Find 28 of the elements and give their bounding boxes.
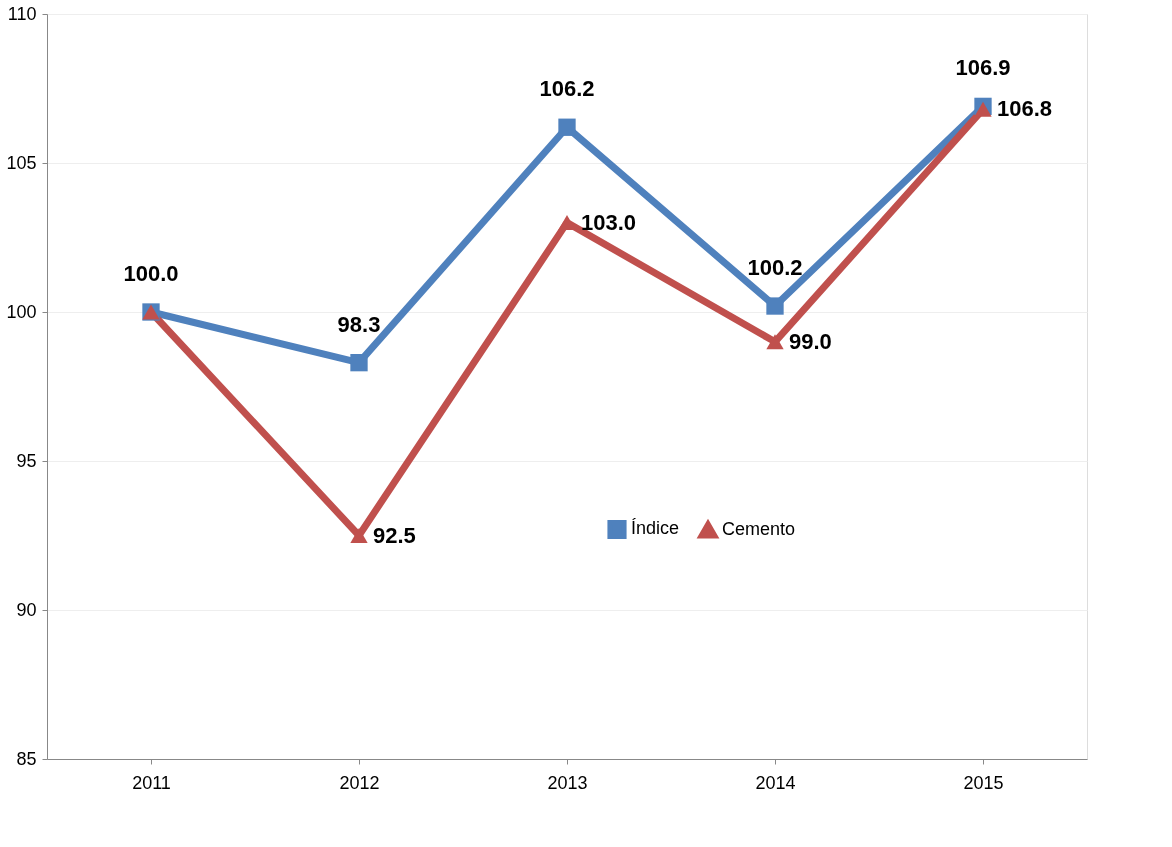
y-tick-label: 90 bbox=[16, 599, 37, 620]
data-label: 100.2 bbox=[747, 255, 803, 281]
data-label: 100.0 bbox=[123, 261, 179, 286]
y-tick-label: 95 bbox=[16, 450, 37, 471]
y-tick-label: 110 bbox=[7, 3, 37, 24]
x-tick-label: 2012 bbox=[339, 772, 380, 793]
point bbox=[766, 297, 784, 315]
data-label: 106.2 bbox=[539, 76, 595, 102]
x-tick-label: 2014 bbox=[755, 772, 796, 793]
y-tick-label: 105 bbox=[6, 152, 37, 173]
point bbox=[974, 101, 992, 117]
point bbox=[766, 334, 784, 350]
data-label: 106.9 bbox=[955, 55, 1011, 81]
y-tick-label: 85 bbox=[16, 748, 37, 769]
point bbox=[350, 528, 368, 543]
y-tick-label: 100 bbox=[6, 301, 37, 322]
x-tick-label: 2011 bbox=[132, 772, 171, 793]
data-label: 92.5 bbox=[373, 522, 416, 548]
legend-label: Cemento bbox=[722, 518, 796, 539]
x-tick-label: 2013 bbox=[547, 772, 588, 793]
legend-label: Índice bbox=[631, 518, 680, 539]
point bbox=[558, 118, 576, 136]
data-label: 99.0 bbox=[789, 328, 832, 354]
data-label: 106.8 bbox=[997, 96, 1053, 122]
data-label: 98.3 bbox=[337, 311, 381, 337]
point bbox=[350, 354, 368, 372]
data-label: 103.0 bbox=[581, 209, 637, 235]
x-tick-label: 2015 bbox=[963, 772, 1004, 793]
